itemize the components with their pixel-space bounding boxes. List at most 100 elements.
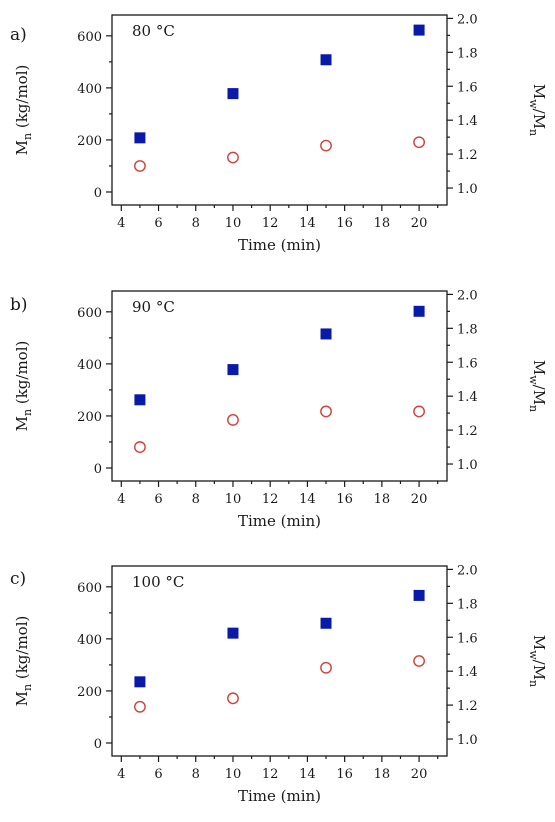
dispersity-data-point xyxy=(135,161,145,171)
chart-panel-c: 4 6 8 10 12 14 16 18 2002004006001.01.21.41.61.8… xyxy=(10,563,548,805)
x-tick-label: 12 xyxy=(262,767,279,782)
y-tick-label: 200 xyxy=(77,134,102,149)
panel-label: c) xyxy=(10,569,26,589)
x-tick-label: 20 xyxy=(411,767,428,782)
x-axis-title: Time (min) xyxy=(238,236,321,254)
x-tick-label: 6 xyxy=(154,767,162,782)
x-tick-label: 14 xyxy=(299,216,316,231)
y2-tick-label: 1.8 xyxy=(457,597,478,612)
y2-title-a: M xyxy=(530,635,548,650)
mn-data-point xyxy=(321,328,332,339)
y2-tick-label: 1.6 xyxy=(457,356,478,371)
plot-frame xyxy=(112,566,447,756)
x-tick-label: 16 xyxy=(336,492,353,507)
x-tick-label: 12 xyxy=(262,492,279,507)
y-axis-title-rest: (kg/mol) xyxy=(13,65,31,133)
x-tick-label: 10 xyxy=(225,767,242,782)
y2-tick-label: 1.2 xyxy=(457,699,478,714)
y2-tick-label: 1.4 xyxy=(457,665,478,680)
temperature-annotation: 100 °C xyxy=(132,573,184,591)
x-tick-label: 14 xyxy=(299,492,316,507)
y-tick-label: 600 xyxy=(77,306,102,321)
x-tick-label: 10 xyxy=(225,492,242,507)
y2-axis-title: Mw/Mn xyxy=(527,84,548,136)
x-tick-label: 4 xyxy=(117,492,125,507)
panel-label: a) xyxy=(10,25,27,45)
y2-title-mid: /M xyxy=(530,109,548,129)
mn-series xyxy=(134,306,424,405)
x-tick-label: 16 xyxy=(336,216,353,231)
x-tick-label: 8 xyxy=(192,492,200,507)
temperature-annotation: 80 °C xyxy=(132,22,175,40)
dispersity-data-point xyxy=(228,152,238,162)
y2-title-mid: /M xyxy=(530,385,548,405)
mn-data-point xyxy=(134,132,145,143)
y2-tick-label: 1.6 xyxy=(457,80,478,95)
y2-tick-label: 1.8 xyxy=(457,46,478,61)
x-tick-label: 6 xyxy=(154,216,162,231)
x-tick-label: 20 xyxy=(411,216,428,231)
y2-tick-label: 1.0 xyxy=(457,458,478,473)
x-tick-label: 12 xyxy=(262,216,279,231)
y-tick-label: 600 xyxy=(77,30,102,45)
y-tick-label: 600 xyxy=(77,581,102,596)
y2-tick-label: 1.2 xyxy=(457,424,478,439)
y-axis-title: Mn (kg/mol) xyxy=(13,65,34,156)
y-axis-title-sub: n xyxy=(21,133,34,140)
dispersity-data-point xyxy=(228,693,238,703)
y2-tick-label: 2.0 xyxy=(457,12,478,27)
y2-tick-label: 1.8 xyxy=(457,322,478,337)
y2-tick-label: 1.6 xyxy=(457,631,478,646)
mn-series xyxy=(134,25,424,144)
dispersity-series xyxy=(135,656,425,712)
mn-data-point xyxy=(414,590,425,601)
y2-tick-label: 1.4 xyxy=(457,390,478,405)
plot-frame xyxy=(112,15,447,205)
y-tick-label: 0 xyxy=(94,462,102,477)
x-axis-title: Time (min) xyxy=(238,787,321,805)
chart-panel-b: 4 6 8 10 12 14 16 18 2002004006001.01.21.41.61.8… xyxy=(10,288,548,530)
y2-axis-title: Mw/Mn xyxy=(527,360,548,412)
y-tick-label: 400 xyxy=(77,82,102,97)
mn-data-point xyxy=(414,306,425,317)
x-tick-label: 10 xyxy=(225,216,242,231)
dispersity-data-point xyxy=(135,442,145,452)
x-tick-label: 18 xyxy=(374,767,391,782)
y-tick-label: 400 xyxy=(77,633,102,648)
x-tick-label: 4 xyxy=(117,216,125,231)
dispersity-data-point xyxy=(135,702,145,712)
x-tick-label: 8 xyxy=(192,767,200,782)
y-axis-title-sub: n xyxy=(21,684,34,691)
x-tick-label: 16 xyxy=(336,767,353,782)
y-axis-title-main: M xyxy=(13,416,31,431)
y-tick-label: 200 xyxy=(77,410,102,425)
dispersity-data-point xyxy=(321,406,331,416)
y-axis-title: Mn (kg/mol) xyxy=(13,616,34,707)
mn-data-point xyxy=(321,618,332,629)
y-tick-label: 0 xyxy=(94,737,102,752)
panel-label: b) xyxy=(10,295,28,315)
dispersity-data-point xyxy=(321,663,331,673)
y-axis-title-main: M xyxy=(13,140,31,155)
x-tick-label: 18 xyxy=(374,492,391,507)
x-tick-label: 8 xyxy=(192,216,200,231)
y2-tick-label: 2.0 xyxy=(457,288,478,303)
y2-tick-label: 1.0 xyxy=(457,182,478,197)
dispersity-data-point xyxy=(414,406,424,416)
y-axis-title-rest: (kg/mol) xyxy=(13,616,31,684)
y2-title-b-sub: n xyxy=(527,129,540,136)
mn-data-point xyxy=(227,628,238,639)
y2-tick-label: 1.2 xyxy=(457,148,478,163)
y-tick-label: 400 xyxy=(77,358,102,373)
plot-frame xyxy=(112,291,447,481)
y2-title-b-sub: n xyxy=(527,680,540,687)
mn-series xyxy=(134,590,424,687)
y-axis-title-rest: (kg/mol) xyxy=(13,341,31,409)
dispersity-data-point xyxy=(414,137,424,147)
mn-data-point xyxy=(134,394,145,405)
dispersity-data-point xyxy=(414,656,424,666)
chart-panel-a: 4 6 8 10 12 14 16 18 2002004006001.01.21.41.61.8… xyxy=(10,12,548,254)
dispersity-data-point xyxy=(321,140,331,150)
dispersity-series xyxy=(135,137,425,171)
y2-title-b-sub: n xyxy=(527,405,540,412)
